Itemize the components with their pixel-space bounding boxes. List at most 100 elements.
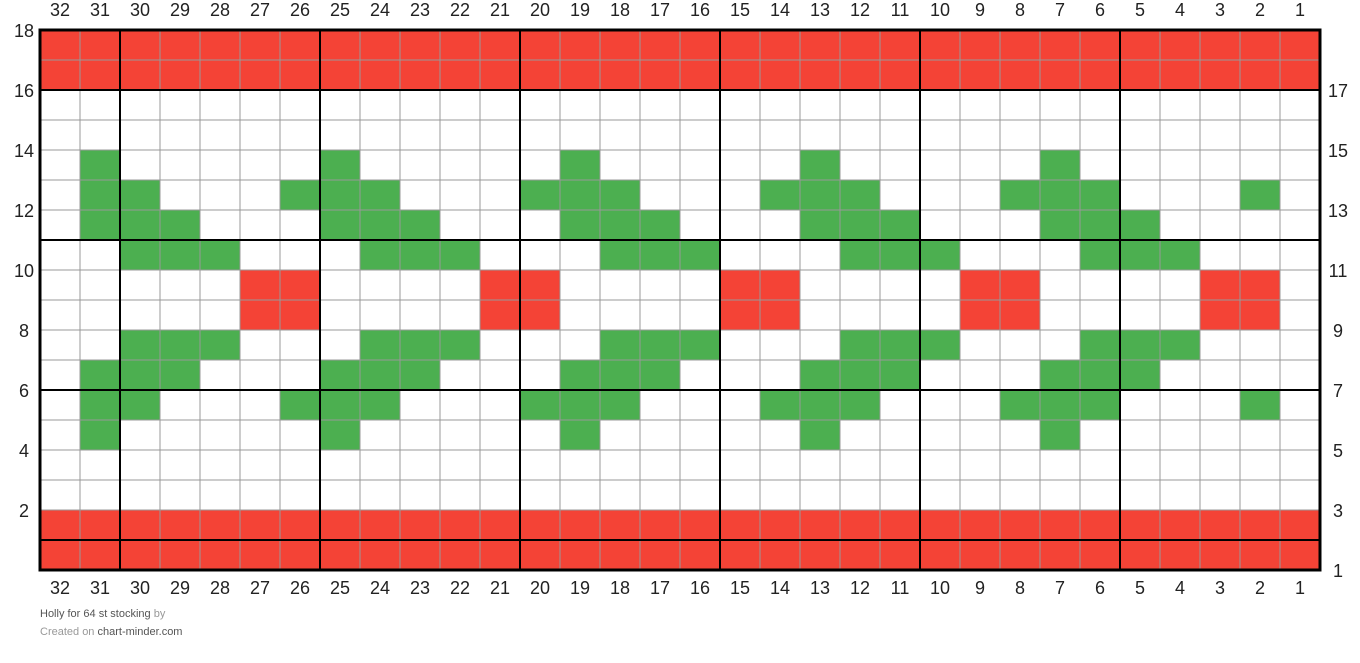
cell xyxy=(79,479,121,511)
cell xyxy=(599,149,641,181)
cell xyxy=(159,29,201,61)
cell xyxy=(279,239,321,271)
cell xyxy=(319,179,361,211)
cell xyxy=(1039,149,1081,181)
cell xyxy=(1119,89,1161,121)
column-number: 4 xyxy=(1175,578,1185,598)
cell xyxy=(679,149,721,181)
cell xyxy=(799,479,841,511)
cell xyxy=(1199,149,1241,181)
column-number: 15 xyxy=(730,0,750,20)
column-number: 30 xyxy=(130,0,150,20)
cell xyxy=(1119,179,1161,211)
column-number: 7 xyxy=(1055,578,1065,598)
row-number: 5 xyxy=(1333,441,1343,461)
cell xyxy=(1239,479,1281,511)
cell xyxy=(1079,269,1121,301)
cell xyxy=(1119,209,1161,241)
cell xyxy=(399,449,441,481)
cell xyxy=(1279,539,1321,571)
cell xyxy=(399,149,441,181)
cell xyxy=(359,539,401,571)
cell xyxy=(439,179,481,211)
cell xyxy=(319,539,361,571)
cell xyxy=(39,419,81,451)
cell xyxy=(199,209,241,241)
cell xyxy=(519,419,561,451)
cell xyxy=(1279,89,1321,121)
cell xyxy=(319,509,361,541)
cell xyxy=(1119,539,1161,571)
cell xyxy=(1159,539,1201,571)
cell xyxy=(399,269,441,301)
cell xyxy=(959,179,1001,211)
cell xyxy=(279,59,321,91)
cell xyxy=(359,449,401,481)
cell xyxy=(519,329,561,361)
cell xyxy=(1119,239,1161,271)
cell xyxy=(199,269,241,301)
cell xyxy=(879,209,921,241)
cell xyxy=(919,539,961,571)
cell xyxy=(559,29,601,61)
cell xyxy=(679,479,721,511)
cell xyxy=(1119,359,1161,391)
cell xyxy=(1159,449,1201,481)
cell xyxy=(719,179,761,211)
cell xyxy=(1239,149,1281,181)
cell xyxy=(719,119,761,151)
cell xyxy=(399,209,441,241)
cell xyxy=(399,239,441,271)
column-number: 10 xyxy=(930,578,950,598)
cell xyxy=(279,509,321,541)
cell xyxy=(1039,359,1081,391)
cell xyxy=(479,209,521,241)
cell xyxy=(439,29,481,61)
column-number: 29 xyxy=(170,578,190,598)
cell xyxy=(119,29,161,61)
cell xyxy=(1239,119,1281,151)
cell xyxy=(359,419,401,451)
cell xyxy=(519,359,561,391)
cell xyxy=(119,479,161,511)
row-number: 14 xyxy=(14,141,34,161)
cell xyxy=(639,149,681,181)
cell xyxy=(799,539,841,571)
cell xyxy=(39,539,81,571)
cell xyxy=(159,59,201,91)
column-number: 26 xyxy=(290,578,310,598)
cell xyxy=(799,59,841,91)
cell xyxy=(799,179,841,211)
cell xyxy=(359,479,401,511)
cell xyxy=(159,179,201,211)
cell xyxy=(1039,239,1081,271)
created-on: Created on xyxy=(40,626,95,638)
cell xyxy=(359,29,401,61)
cell xyxy=(759,119,801,151)
cell xyxy=(199,389,241,421)
cell xyxy=(1279,479,1321,511)
cell xyxy=(719,389,761,421)
column-number: 18 xyxy=(610,0,630,20)
cell xyxy=(599,359,641,391)
cell xyxy=(519,239,561,271)
cell xyxy=(1199,359,1241,391)
cell xyxy=(879,89,921,121)
cell xyxy=(319,329,361,361)
cell xyxy=(399,539,441,571)
cell xyxy=(199,359,241,391)
column-number: 2 xyxy=(1255,0,1265,20)
cell xyxy=(679,509,721,541)
column-number: 29 xyxy=(170,0,190,20)
cell xyxy=(479,149,521,181)
cell xyxy=(1119,389,1161,421)
cell xyxy=(79,449,121,481)
cell xyxy=(279,179,321,211)
cell xyxy=(999,359,1041,391)
column-number: 12 xyxy=(850,0,870,20)
column-number: 6 xyxy=(1095,578,1105,598)
column-number: 8 xyxy=(1015,0,1025,20)
cell xyxy=(519,389,561,421)
cell xyxy=(679,419,721,451)
